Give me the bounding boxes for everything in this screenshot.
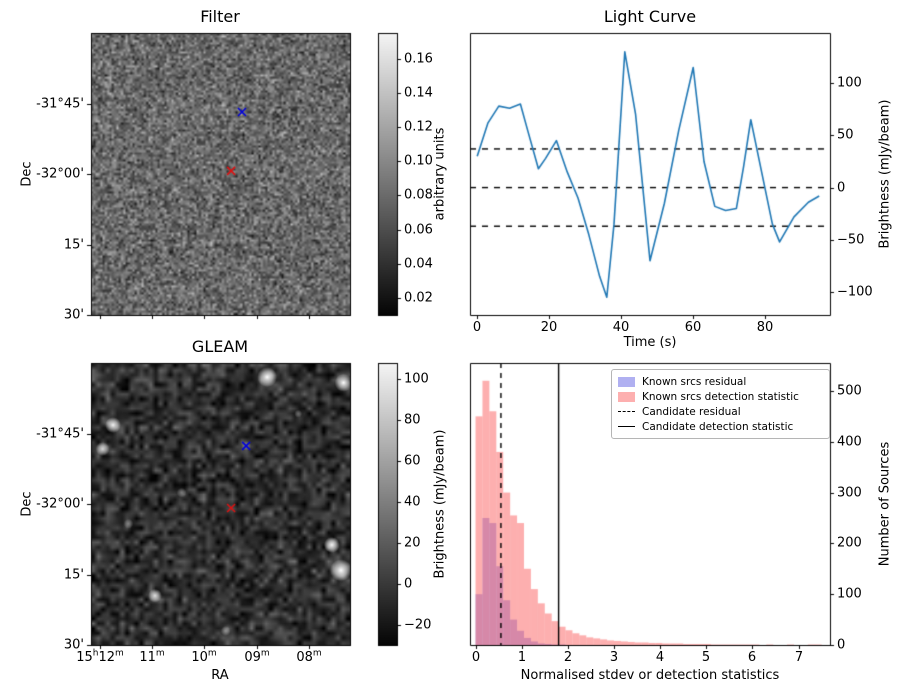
tick-label: 0.10 xyxy=(404,153,433,169)
tick-label: -32°00' xyxy=(36,166,84,182)
tick-label: 5 xyxy=(701,650,711,665)
tick-label: 4 xyxy=(655,650,665,665)
tick-label: 0.06 xyxy=(404,222,433,238)
tick-label: 400 xyxy=(837,434,862,450)
tick-label: -32°00' xyxy=(36,496,84,512)
tick-label: 09m xyxy=(244,648,270,665)
hist-xlabel: Normalised stdev or detection statistics xyxy=(520,668,780,683)
tick-label: −50 xyxy=(837,232,865,248)
tick-label: -31°45' xyxy=(36,426,84,442)
tick-label: 40 xyxy=(404,494,421,510)
filter-title: Filter xyxy=(200,7,240,26)
legend-item-candidate-detstat: Candidate detection statistic xyxy=(618,419,823,434)
tick-label: 30' xyxy=(63,307,84,323)
tick-label: 80 xyxy=(404,412,421,428)
gleam-colorbar-label: Brightness (mJy/beam) xyxy=(432,429,448,579)
legend-item-known-residual: Known srcs residual xyxy=(618,374,823,389)
tick-label: −20 xyxy=(404,617,432,633)
legend-patch-pink xyxy=(618,391,635,402)
tick-label: 0.16 xyxy=(404,51,433,67)
tick-label: 200 xyxy=(837,535,862,551)
tick-label: 0.08 xyxy=(404,187,433,203)
tick-label: 6 xyxy=(747,650,757,665)
lightcurve-title: Light Curve xyxy=(603,7,697,26)
tick-label: 0 xyxy=(471,650,481,665)
tick-label: 60 xyxy=(404,453,421,469)
legend-solid-line-sample xyxy=(618,426,635,427)
tick-label: 1 xyxy=(517,650,527,665)
legend: Known srcs residual Known srcs detection… xyxy=(611,369,830,439)
lightcurve-ylabel: Brightness (mJy/beam) xyxy=(877,99,893,249)
tick-label: 2 xyxy=(563,650,573,665)
tick-label: 11m xyxy=(139,648,165,665)
tick-label: 300 xyxy=(837,485,862,501)
legend-patch-blue xyxy=(618,376,635,387)
tick-label: −100 xyxy=(837,284,873,300)
tick-label: 40 xyxy=(612,320,630,335)
dec-axis-label-bottom: Dec xyxy=(19,491,35,517)
gleam-title: GLEAM xyxy=(191,337,249,356)
dec-axis-label-top: Dec xyxy=(19,161,35,187)
tick-label: 30' xyxy=(63,637,84,653)
tick-label: 0.04 xyxy=(404,256,433,272)
tick-label: 80 xyxy=(756,320,774,335)
tick-label: 50 xyxy=(837,127,854,143)
legend-label: Candidate residual xyxy=(642,405,741,418)
tick-label: 0 xyxy=(472,320,482,335)
tick-label: 20 xyxy=(404,535,421,551)
tick-label: 0.02 xyxy=(404,290,433,306)
legend-item-candidate-residual: Candidate residual xyxy=(618,404,823,419)
legend-label: Known srcs residual xyxy=(642,375,747,388)
legend-item-known-detstat: Known srcs detection statistic xyxy=(618,389,823,404)
legend-label: Known srcs detection statistic xyxy=(642,390,799,403)
tick-label: 15h12m xyxy=(76,648,124,665)
tick-label: 100 xyxy=(837,75,862,91)
tick-label: 100 xyxy=(837,586,862,602)
tick-label: 0.14 xyxy=(404,85,433,101)
tick-label: 0 xyxy=(837,180,846,196)
legend-dashed-line-sample xyxy=(618,411,635,412)
tick-label: 0 xyxy=(837,637,846,653)
ra-axis-label: RA xyxy=(211,668,229,683)
tick-label: 0 xyxy=(404,576,413,592)
tick-label: 7 xyxy=(794,650,804,665)
tick-label: 08m xyxy=(296,648,322,665)
tick-label: 20 xyxy=(540,320,558,335)
tick-label: 60 xyxy=(684,320,702,335)
lightcurve-xlabel: Time (s) xyxy=(623,335,677,350)
tick-label: -31°45' xyxy=(36,96,84,112)
legend-label: Candidate detection statistic xyxy=(642,420,794,433)
hist-ylabel: Number of Sources xyxy=(877,441,893,567)
tick-label: 100 xyxy=(404,371,429,387)
tick-label: 500 xyxy=(837,383,862,399)
tick-label: 3 xyxy=(609,650,619,665)
filter-colorbar-label: arbitrary units xyxy=(432,127,448,221)
tick-label: 10m xyxy=(191,648,217,665)
tick-label: 15' xyxy=(63,567,84,583)
tick-label: 15' xyxy=(63,237,84,253)
tick-label: 0.12 xyxy=(404,119,433,135)
